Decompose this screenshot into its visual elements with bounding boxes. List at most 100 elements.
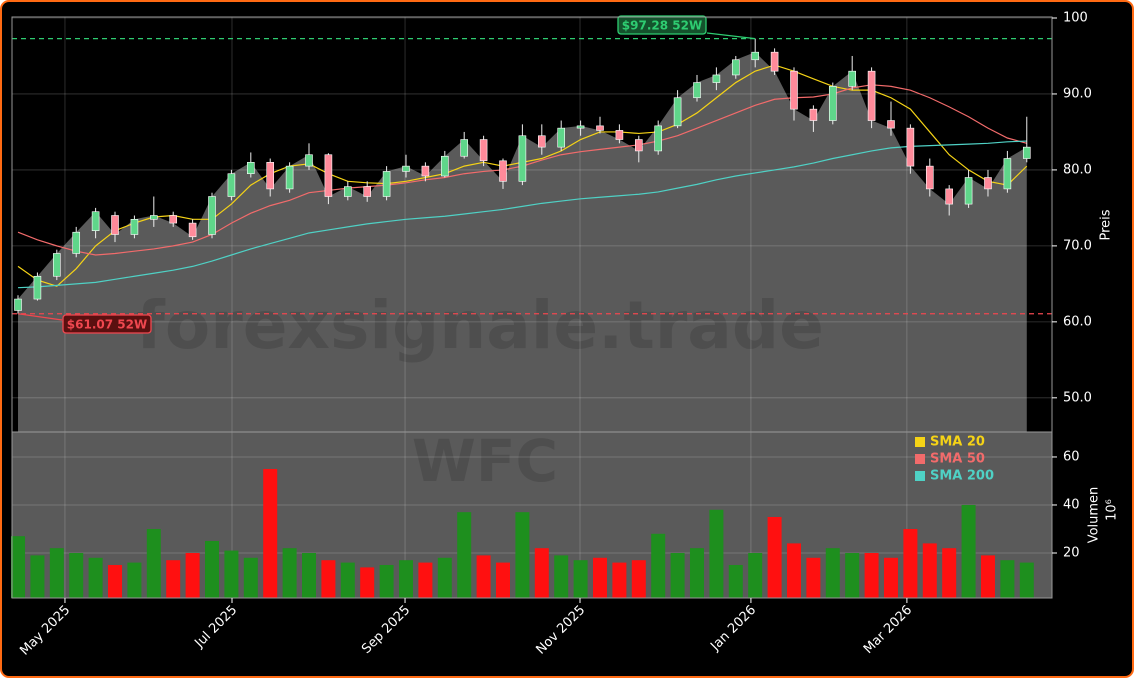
volume-bar xyxy=(495,562,510,598)
volume-bar xyxy=(980,555,995,598)
volume-bar xyxy=(748,552,763,598)
volume-bar xyxy=(961,504,976,598)
legend-swatch xyxy=(915,471,925,481)
volume-bar xyxy=(49,548,64,598)
candle-body xyxy=(72,231,81,254)
candle-body xyxy=(460,139,468,157)
volume-bar xyxy=(728,564,743,598)
volume-bar xyxy=(457,512,472,598)
candle-body xyxy=(964,177,973,205)
volume-bar xyxy=(534,548,549,598)
candle-body xyxy=(809,108,818,121)
legend-swatch xyxy=(915,454,925,464)
candle-body xyxy=(1022,146,1031,159)
volume-bar xyxy=(399,560,414,598)
candle-body xyxy=(576,125,585,129)
candle-body xyxy=(363,186,372,197)
volume-bar xyxy=(108,564,123,598)
candle-body xyxy=(751,51,759,61)
candle-body xyxy=(673,97,682,127)
volume-bar xyxy=(651,533,666,598)
candle-body xyxy=(518,135,527,182)
legend-swatch xyxy=(915,437,925,447)
volume-axis-label: Volumen xyxy=(1087,487,1102,544)
volume-bar xyxy=(689,548,704,598)
volume-bar xyxy=(786,543,801,598)
candle-body xyxy=(596,125,604,131)
candle-body xyxy=(634,139,643,152)
candle-body xyxy=(790,70,798,110)
candle-body xyxy=(324,154,333,197)
candle-body xyxy=(169,215,178,224)
y-axis-label: Preis xyxy=(1099,209,1114,240)
candle-body xyxy=(945,188,953,205)
volume-bar xyxy=(922,543,937,598)
candle-body xyxy=(53,253,61,277)
annotation-box xyxy=(62,314,152,334)
candle-body xyxy=(382,171,391,197)
candle-body xyxy=(14,298,22,311)
legend-label: SMA 20 xyxy=(930,435,985,450)
candle-body xyxy=(111,215,119,235)
candle-body xyxy=(247,162,255,175)
volume-bar xyxy=(806,557,821,598)
close-area xyxy=(18,52,1027,433)
candle-body xyxy=(285,165,294,190)
y-tick-label: 70.0 xyxy=(1063,238,1092,253)
candle-body xyxy=(925,165,934,190)
candle-body xyxy=(402,165,410,172)
volume-axis-unit: 10⁶ xyxy=(1105,499,1120,521)
volume-bar xyxy=(1019,562,1034,598)
annotation-arrow xyxy=(706,32,756,40)
y-tick-label: 60.0 xyxy=(1063,314,1092,329)
volume-bar xyxy=(360,567,375,598)
y-tick-label: 90.0 xyxy=(1063,86,1092,101)
volume-panel xyxy=(12,432,1052,598)
candle-body xyxy=(906,127,915,167)
candle-body xyxy=(984,177,992,190)
candle-body xyxy=(479,139,488,162)
volume-bar xyxy=(224,550,239,598)
volume-bar xyxy=(476,555,491,598)
candle-body xyxy=(887,120,895,129)
volume-bar xyxy=(845,552,860,598)
volume-bar xyxy=(1000,560,1015,598)
y-tick-label: 40 xyxy=(1063,497,1080,512)
y-tick-label: 60 xyxy=(1063,449,1080,464)
candle-body xyxy=(848,70,856,87)
volume-bar xyxy=(69,552,84,598)
volume-bar xyxy=(515,512,530,598)
candle-body xyxy=(305,154,313,167)
volume-bar xyxy=(437,557,452,598)
candle-body xyxy=(421,165,430,177)
y-tick-label: 80.0 xyxy=(1063,162,1092,177)
volume-bar xyxy=(205,540,220,598)
candle-body xyxy=(440,155,449,177)
legend-label: SMA 50 xyxy=(930,452,985,467)
volume-bar xyxy=(263,468,278,598)
candle-body xyxy=(557,127,565,148)
volume-bar xyxy=(670,552,685,598)
y-tick-label: 50.0 xyxy=(1063,390,1092,405)
volume-bar xyxy=(302,552,317,598)
volume-bar xyxy=(11,536,26,598)
volume-bar xyxy=(903,528,918,598)
candle-body xyxy=(130,218,139,235)
volume-bar xyxy=(282,548,297,598)
volume-bar xyxy=(30,555,45,598)
candle-body xyxy=(266,162,275,190)
volume-bar xyxy=(88,557,103,598)
candle-body xyxy=(499,160,507,182)
candle-body xyxy=(693,82,701,99)
annotation-label: $61.07 52W xyxy=(67,318,147,332)
annotation-label: $97.28 52W xyxy=(622,19,702,33)
volume-bar xyxy=(418,562,433,598)
candle-body xyxy=(867,70,876,121)
plot-layer: forexsignale.trade WFC $97.28 52W $61.07 52… xyxy=(11,10,1120,659)
ticker-watermark: WFC xyxy=(412,427,558,495)
watermark: forexsignale.trade xyxy=(136,287,824,364)
volume-bar xyxy=(166,560,181,598)
annotation-arrow xyxy=(17,313,63,321)
y-tick-label: 100 xyxy=(1063,10,1088,25)
